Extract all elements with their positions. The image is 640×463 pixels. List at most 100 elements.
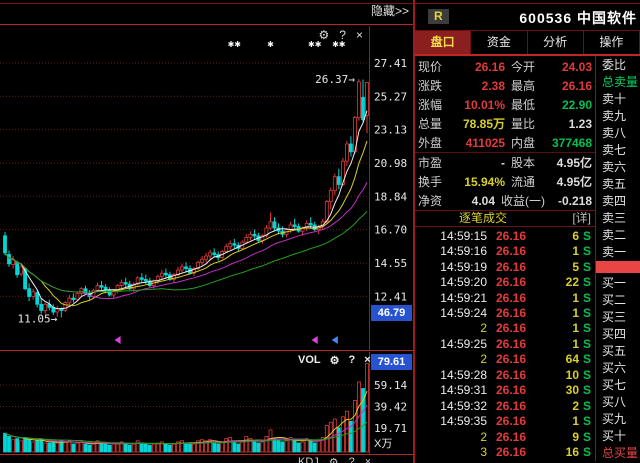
quote-label: 最高 xyxy=(511,79,536,93)
tick-row[interactable]: 2 26.16 1 S xyxy=(415,321,595,335)
quote-value: 24.03 xyxy=(561,59,593,74)
level-bid-1[interactable]: 买一 xyxy=(602,276,627,290)
quote-row: 净资 4.04 收益(一) -0.218 xyxy=(415,191,595,210)
tick-row[interactable]: 14:59:19 26.16 5 S xyxy=(415,260,595,274)
level-ask-8[interactable]: 卖八 xyxy=(602,126,627,140)
tick-row[interactable]: 14:59:15 26.16 6 S xyxy=(415,229,595,243)
quote-value: 22.90 xyxy=(561,97,593,112)
tick-row[interactable]: 14:59:16 26.16 1 S xyxy=(415,244,595,258)
tab-fenxi[interactable]: 分析 xyxy=(528,31,584,54)
level-bid-2[interactable]: 买二 xyxy=(602,293,627,307)
tick-header: 逐笔成交 [详] xyxy=(415,210,595,227)
svg-text:14.55: 14.55 xyxy=(374,257,407,270)
level-bid-10[interactable]: 买十 xyxy=(602,429,627,443)
level-total-ask[interactable]: 总卖量 xyxy=(602,75,639,89)
tick-price: 26.16 xyxy=(495,321,527,336)
help-icon[interactable]: ? xyxy=(339,28,346,42)
tick-side-flag: S xyxy=(582,414,591,429)
level-weibi[interactable]: 委比 xyxy=(602,58,627,72)
tick-price: 26.16 xyxy=(495,228,527,243)
tick-row[interactable]: 14:59:20 26.16 22 S xyxy=(415,275,595,289)
level-ask-6[interactable]: 卖六 xyxy=(602,160,627,174)
level-ask-10[interactable]: 卖十 xyxy=(602,92,627,106)
tick-detail-link[interactable]: [详] xyxy=(572,211,591,225)
level-ask-7[interactable]: 卖七 xyxy=(602,143,627,157)
tick-side-flag: S xyxy=(582,321,591,336)
svg-text:26.37→: 26.37→ xyxy=(315,73,355,86)
tick-row[interactable]: 14:59:25 26.16 1 S xyxy=(415,337,595,351)
tick-volume: 9 xyxy=(572,429,579,444)
tick-row[interactable]: 2 26.16 64 S xyxy=(415,352,595,366)
quote-row: 外盘 411025 内盘 377468 xyxy=(415,133,595,153)
candlestick-chart[interactable]: 27.41 25.27 23.13 20.98 18.84 16.70 14.55 12.41… xyxy=(0,26,413,351)
tick-row[interactable]: 2 26.16 9 S xyxy=(415,430,595,444)
tick-row[interactable]: 14:59:21 26.16 1 S xyxy=(415,291,595,305)
tick-side-flag: S xyxy=(582,244,591,259)
tick-row[interactable]: 14:59:24 26.16 1 S xyxy=(415,306,595,320)
tick-time: 14:59:28 xyxy=(440,367,487,382)
close-icon[interactable]: × xyxy=(364,456,372,463)
tick-time: 14:59:15 xyxy=(440,228,487,243)
price-indicator-box: 46.79 xyxy=(371,305,412,321)
quote-label: 今开 xyxy=(511,60,536,74)
level-ask-9[interactable]: 卖九 xyxy=(602,109,627,123)
hide-panel-link[interactable]: 隐藏>> xyxy=(370,4,409,18)
tick-row[interactable]: 3 26.16 16 S xyxy=(415,445,595,459)
tick-price: 26.16 xyxy=(495,383,527,398)
close-icon[interactable]: × xyxy=(364,354,371,366)
quote-label: 市盈 xyxy=(418,156,443,170)
svg-text:59.14: 59.14 xyxy=(374,379,407,392)
level-bid-9[interactable]: 买九 xyxy=(602,412,627,426)
level-bid-3[interactable]: 买三 xyxy=(602,310,627,324)
tick-row[interactable]: 14:59:28 26.16 10 S xyxy=(415,368,595,382)
tick-row[interactable]: 14:59:31 26.16 30 S xyxy=(415,383,595,397)
svg-text:✱✱: ✱✱ xyxy=(228,40,242,49)
help-icon[interactable]: ? xyxy=(348,456,355,463)
level-ask-3[interactable]: 卖三 xyxy=(602,211,627,225)
tick-price: 26.16 xyxy=(495,398,527,413)
tab-caozuo[interactable]: 操作 xyxy=(584,31,640,54)
tab-pankou[interactable]: 盘口 xyxy=(415,31,472,54)
settings-icon[interactable]: ⚙ xyxy=(328,457,339,463)
tick-price: 26.16 xyxy=(495,367,527,382)
svg-text:25.27: 25.27 xyxy=(374,90,407,103)
tick-side-flag: S xyxy=(582,445,591,460)
chart-toolbar: 隐藏>> xyxy=(0,0,413,25)
quote-row: 市盈 - 股本 4.95亿 xyxy=(415,153,595,172)
level-bid-8[interactable]: 买八 xyxy=(602,395,627,409)
quote-row: 涨幅 10.01% 最低 22.90 xyxy=(415,95,595,114)
level-ask-2[interactable]: 卖二 xyxy=(602,228,627,242)
quote-label: 流通 xyxy=(511,175,536,189)
level-total-bid[interactable]: 总买量 xyxy=(602,446,639,460)
volume-chart[interactable]: 59.14 39.42 19.71 X万 xyxy=(0,352,413,454)
settings-icon[interactable]: ⚙ xyxy=(329,355,340,367)
tick-volume: 1 xyxy=(572,336,579,351)
close-icon[interactable]: × xyxy=(355,28,363,42)
quote-main: 现价 26.16 今开 24.03 涨跌 2.38 最高 26.16 涨幅 10.01% 最低 22.… xyxy=(415,56,640,461)
svg-text:✱: ✱ xyxy=(267,40,274,49)
level-ask-5[interactable]: 卖五 xyxy=(602,177,627,191)
quote-label: 股本 xyxy=(511,156,536,170)
tick-side-flag: S xyxy=(582,398,591,413)
quote-value: 4.95亿 xyxy=(556,156,593,170)
level-ask-1[interactable]: 卖一 xyxy=(602,245,627,259)
help-icon[interactable]: ? xyxy=(348,354,356,366)
level-bid-6[interactable]: 买六 xyxy=(602,361,627,375)
svg-text:23.13: 23.13 xyxy=(374,124,407,137)
level-bid-4[interactable]: 买四 xyxy=(602,327,627,341)
title-bar: R 600536 中国软件 xyxy=(415,0,640,30)
tick-side-flag: S xyxy=(582,290,591,305)
svg-text:11.05→: 11.05→ xyxy=(18,313,58,326)
tick-row[interactable]: 14:59:32 26.16 2 S xyxy=(415,399,595,413)
tab-zijin[interactable]: 资金 xyxy=(471,31,528,54)
tick-price: 26.16 xyxy=(495,259,527,274)
tick-volume: 5 xyxy=(572,259,579,274)
settings-icon[interactable]: ⚙ xyxy=(318,28,330,42)
tick-row[interactable]: 14:59:35 26.16 1 S xyxy=(415,414,595,428)
level-ask-4[interactable]: 卖四 xyxy=(602,194,627,208)
quote-label: 涨跌 xyxy=(418,79,443,93)
level-bid-5[interactable]: 买五 xyxy=(602,344,627,358)
tick-volume: 1 xyxy=(572,305,579,320)
quote-value: 411025 xyxy=(465,135,505,150)
level-bid-7[interactable]: 买七 xyxy=(602,378,627,392)
